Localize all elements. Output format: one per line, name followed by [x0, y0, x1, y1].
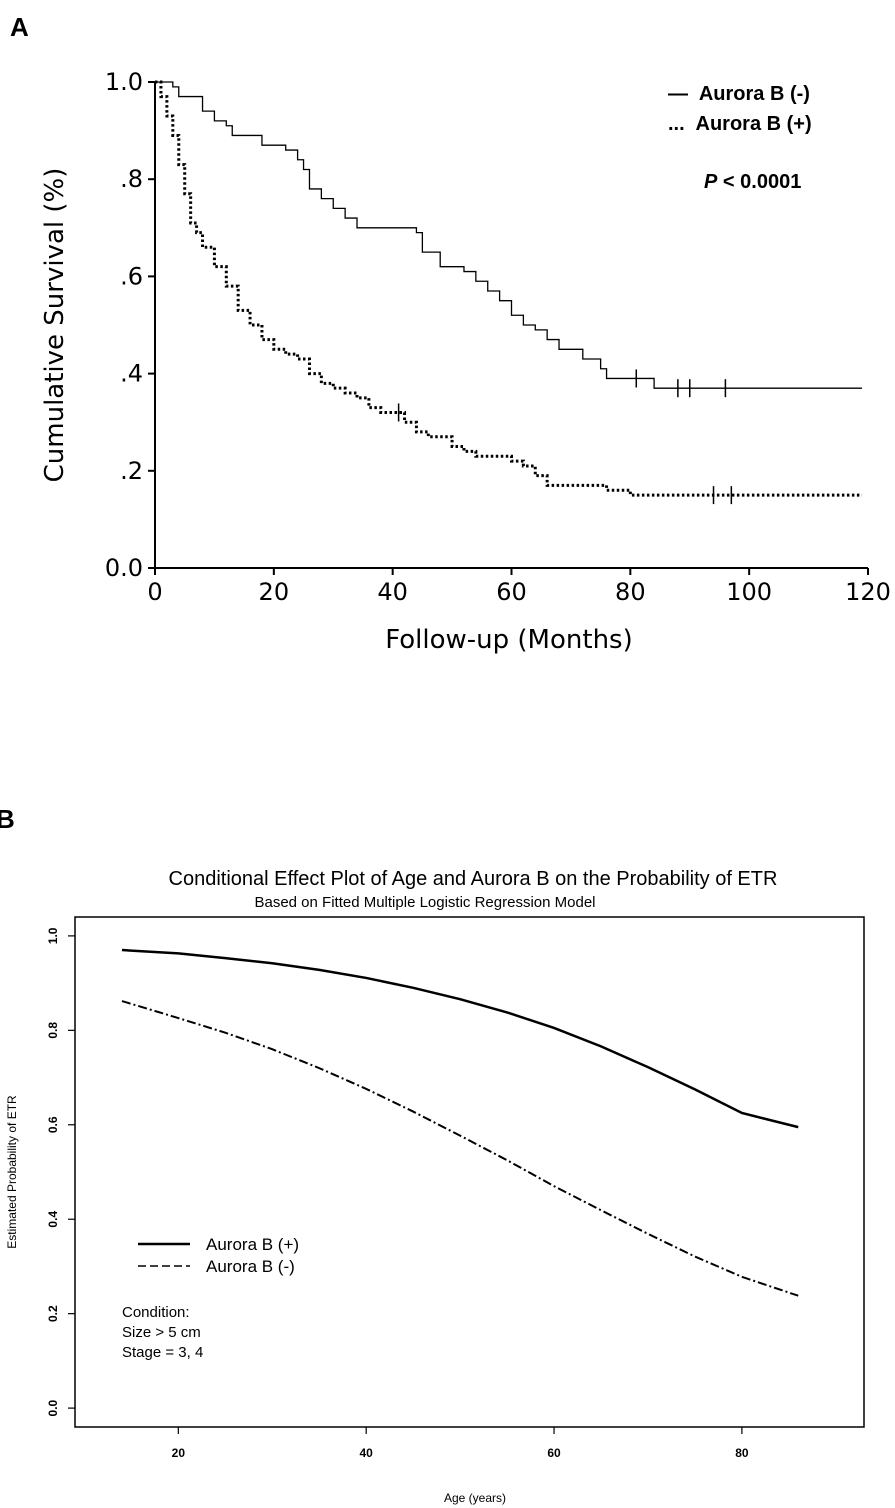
- panel-b-title: Conditional Effect Plot of Age and Auror…: [169, 868, 778, 890]
- panel-b-x-ticks: 20 40 60 80: [172, 1427, 749, 1460]
- panel-a-y-axis-label: Cumulative Survival (%): [40, 168, 70, 483]
- b-y-tick-label: 0.8: [46, 1022, 60, 1039]
- panel-a-x-ticks: 0 20 40 60 80 100 120: [147, 568, 891, 606]
- panel-a: A 0 20 40 60 80 100 120 0.0 .2 .4 .6 .8 1.0 Follow-…: [10, 12, 891, 655]
- legend-symbol-dotted: ...: [668, 113, 685, 135]
- a-y-tick-label: .8: [120, 165, 143, 193]
- panel-b-subtitle: Based on Fitted Multiple Logistic Regres…: [254, 894, 595, 911]
- condition-note: Condition: Size > 5 cm Stage = 3, 4: [122, 1304, 203, 1361]
- b-x-tick-label: 60: [547, 1446, 561, 1460]
- legend-label-aurora-b-pos-b: Aurora B (+): [206, 1235, 299, 1254]
- panel-b-legend: Aurora B (+) Aurora B (-): [138, 1235, 299, 1276]
- b-x-tick-label: 20: [172, 1446, 186, 1460]
- condition-heading: Condition:: [122, 1304, 190, 1321]
- a-y-tick-label: .6: [120, 262, 143, 290]
- legend-label-aurora-b-pos: Aurora B (+): [696, 113, 812, 135]
- b-series-aurora-b: [121, 948, 799, 1129]
- condition-size: Size > 5 cm: [122, 1324, 201, 1341]
- a-y-tick-label: 1.0: [105, 68, 143, 96]
- panel-a-series: [155, 80, 863, 505]
- p-value-symbol: P: [704, 171, 718, 193]
- panel-b-label: B: [0, 804, 15, 834]
- panel-a-label: A: [10, 12, 29, 42]
- a-y-tick-label: .4: [120, 360, 143, 388]
- legend-item-aurora-b-neg: — Aurora B (-): [668, 83, 810, 105]
- a-x-tick-label: 80: [615, 578, 646, 606]
- a-x-tick-label: 60: [496, 578, 527, 606]
- a-series-aurora-b: [155, 81, 863, 389]
- a-y-tick-label: 0.0: [105, 554, 143, 582]
- condition-stage: Stage = 3, 4: [122, 1344, 203, 1361]
- legend-label-aurora-b-neg: Aurora B (-): [699, 83, 810, 105]
- a-x-tick-label: 100: [726, 578, 772, 606]
- a-x-tick-label: 20: [259, 578, 290, 606]
- b-series-aurora-b: [121, 1000, 799, 1297]
- a-x-tick-label: 120: [845, 578, 891, 606]
- panel-b-x-axis-label: Age (years): [444, 1491, 506, 1505]
- p-value-text: < 0.0001: [723, 171, 801, 193]
- b-x-tick-label: 80: [735, 1446, 749, 1460]
- legend-label-aurora-b-neg-b: Aurora B (-): [206, 1257, 295, 1276]
- b-y-tick-label: 0.4: [46, 1211, 60, 1228]
- panel-b-y-axis-label: Estimated Probability of ETR: [5, 1095, 19, 1249]
- legend-symbol-solid: —: [668, 83, 688, 105]
- b-y-tick-label: 1.0: [46, 927, 60, 944]
- legend-item-aurora-b-pos: ... Aurora B (+): [668, 113, 812, 135]
- a-y-tick-label: .2: [120, 457, 143, 485]
- panel-a-axes: 0 20 40 60 80 100 120 0.0 .2 .4 .6 .8 1.0: [105, 68, 891, 606]
- panel-a-x-axis-label: Follow-up (Months): [385, 625, 633, 655]
- b-y-tick-label: 0.6: [46, 1116, 60, 1133]
- b-y-tick-label: 0.0: [46, 1399, 60, 1416]
- b-x-tick-label: 40: [359, 1446, 373, 1460]
- a-x-tick-label: 0: [147, 578, 162, 606]
- panel-a-legend: — Aurora B (-) ... Aurora B (+): [668, 83, 812, 135]
- panel-b-plot-frame: [74, 916, 865, 1428]
- p-value-annotation: P < 0.0001: [704, 171, 801, 193]
- b-y-tick-label: 0.2: [46, 1305, 60, 1322]
- panel-a-y-ticks: 0.0 .2 .4 .6 .8 1.0: [105, 68, 155, 582]
- panel-b-series: [121, 948, 799, 1297]
- a-series-aurora-b: [155, 80, 863, 497]
- panel-b: B Conditional Effect Plot of Age and Aur…: [0, 804, 865, 1505]
- panel-b-y-ticks: 0.0 0.2 0.4 0.6 0.8 1.0: [46, 927, 75, 1416]
- a-x-tick-label: 40: [377, 578, 408, 606]
